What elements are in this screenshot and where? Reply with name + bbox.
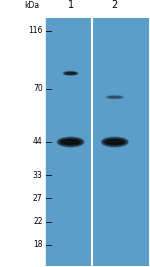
Ellipse shape (106, 140, 123, 144)
Ellipse shape (107, 96, 122, 98)
Text: 22: 22 (33, 217, 43, 226)
Text: 70: 70 (33, 84, 43, 93)
Ellipse shape (102, 137, 128, 147)
Ellipse shape (57, 137, 84, 147)
Text: 33: 33 (33, 171, 43, 179)
Ellipse shape (103, 139, 126, 145)
Ellipse shape (64, 72, 77, 74)
Ellipse shape (106, 96, 124, 99)
Ellipse shape (66, 72, 75, 74)
Text: 44: 44 (33, 138, 43, 147)
Ellipse shape (109, 96, 120, 98)
Bar (46, 18, 149, 266)
Text: 18: 18 (33, 240, 43, 249)
Ellipse shape (63, 72, 78, 75)
Ellipse shape (59, 139, 82, 145)
Text: 116: 116 (28, 26, 43, 35)
Ellipse shape (62, 140, 79, 144)
Text: kDa: kDa (25, 1, 40, 10)
Text: 2: 2 (112, 0, 118, 10)
Text: 27: 27 (33, 194, 43, 203)
Text: 1: 1 (68, 0, 74, 10)
